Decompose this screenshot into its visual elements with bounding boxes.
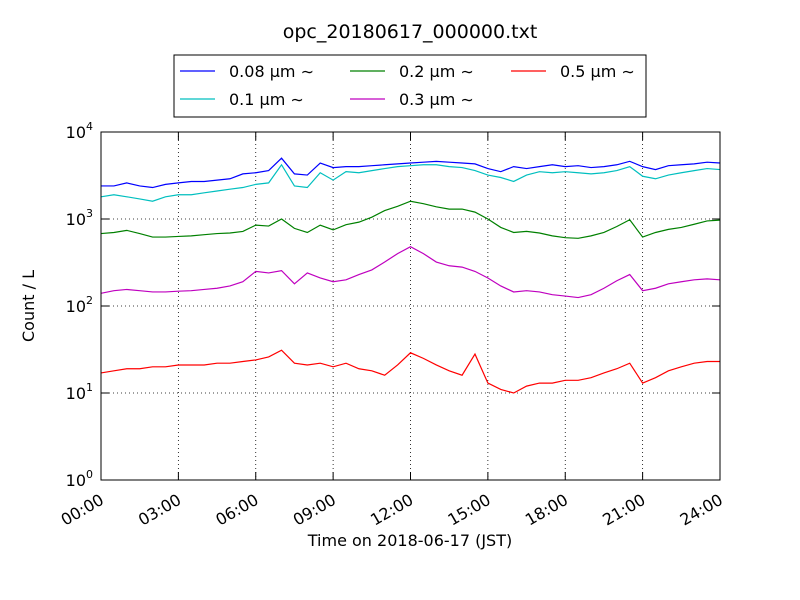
y-tick-label: 103	[66, 207, 93, 229]
y-tick-label: 102	[66, 294, 93, 316]
y-tick-label: 101	[66, 381, 93, 403]
y-axis-label: Count / L	[19, 270, 38, 342]
x-axis-label: Time on 2018-06-17 (JST)	[307, 531, 512, 550]
chart-title: opc_20180617_000000.txt	[283, 21, 538, 43]
data-line	[100, 200, 721, 239]
y-tick-label: 104	[66, 120, 93, 142]
legend-label: 0.2 μm ∼	[399, 62, 474, 81]
legend: 0.08 μm ∼ 0.1 μm ∼ 0.2 μm ∼ 0.3 μm ∼ 0.5 μm …	[173, 54, 647, 118]
y-tick-label: 100	[66, 468, 93, 490]
data-line	[100, 349, 720, 394]
data-line	[101, 157, 721, 189]
legend-label: 0.08 μm ∼	[229, 62, 314, 81]
legend-box	[173, 54, 647, 118]
data-line	[100, 163, 721, 202]
plot-frame	[100, 131, 721, 481]
legend-label: 0.5 μm ∼	[560, 62, 635, 81]
legend-label: 0.3 μm ∼	[399, 90, 474, 109]
legend-label: 0.1 μm ∼	[229, 90, 304, 109]
data-line	[100, 246, 721, 299]
